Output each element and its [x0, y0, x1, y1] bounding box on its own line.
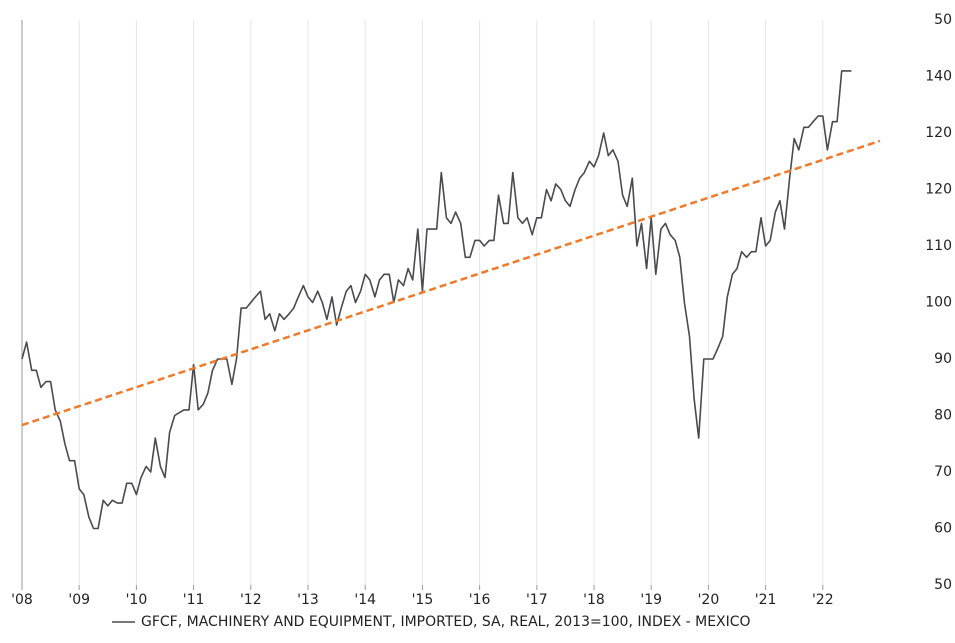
x-tick-label: '15: [412, 592, 434, 608]
y-tick-label: 120: [925, 182, 952, 198]
series-line: [21, 70, 852, 530]
y-tick-label: 110: [925, 238, 952, 254]
x-tick-label: '13: [297, 592, 319, 608]
x-tick-label: '12: [240, 592, 262, 608]
y-tick-label: 70: [934, 464, 952, 480]
x-tick-label: '14: [354, 592, 376, 608]
x-tick-label: '10: [126, 592, 148, 608]
y-tick-label: 100: [925, 295, 952, 311]
x-tick-label: '22: [812, 592, 834, 608]
x-tick-label: '21: [755, 592, 777, 608]
trend-line: [21, 139, 881, 427]
x-tick-label: '08: [11, 592, 33, 608]
x-tick-label: '09: [68, 592, 90, 608]
y-tick-label: 90: [934, 351, 952, 367]
x-tick-label: '11: [183, 592, 205, 608]
x-tick-label: '19: [640, 592, 662, 608]
x-tick-label: '16: [469, 592, 491, 608]
x-tick-label: '17: [526, 592, 548, 608]
y-tick-label: 60: [934, 521, 952, 537]
y-tick-label: 80: [934, 408, 952, 424]
y-tick-label: 50: [934, 12, 952, 28]
y-tick-label: 120: [925, 125, 952, 141]
x-tick-label: '20: [698, 592, 720, 608]
x-tick-label: '18: [583, 592, 605, 608]
y-tick-label: 50: [934, 577, 952, 593]
legend-label: GFCF, MACHINERY AND EQUIPMENT, IMPORTED,…: [141, 614, 751, 630]
y-tick-label: 140: [925, 69, 952, 85]
